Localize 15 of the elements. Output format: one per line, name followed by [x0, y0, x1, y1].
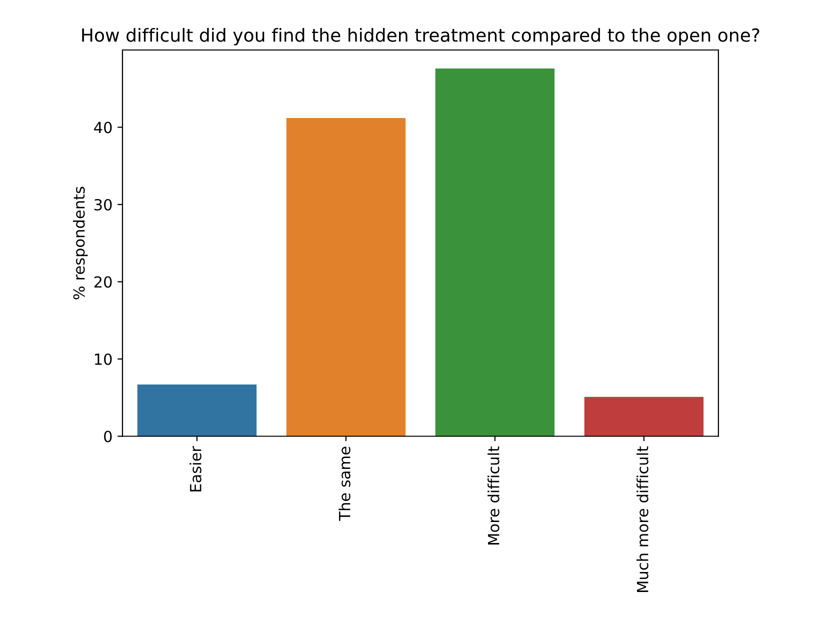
bar: [286, 118, 406, 436]
y-tick-label: 0: [104, 430, 112, 442]
y-tick-label: 20: [94, 276, 112, 288]
y-tick-label: 40: [94, 122, 112, 134]
x-tick-label: Easier: [190, 446, 202, 492]
x-tick-label: More difficult: [488, 446, 500, 544]
bar: [435, 68, 555, 436]
x-tick-label: The same: [338, 446, 350, 521]
bar: [584, 396, 704, 436]
x-tick-label: Much more difficult: [636, 446, 648, 592]
y-axis-title: % respondents: [72, 186, 88, 300]
bar: [137, 384, 257, 436]
chart-title: How difficult did you find the hidden treatment compared to the open one?: [82, 28, 760, 46]
y-tick-label: 10: [94, 353, 112, 366]
y-tick-label: 30: [94, 198, 112, 211]
